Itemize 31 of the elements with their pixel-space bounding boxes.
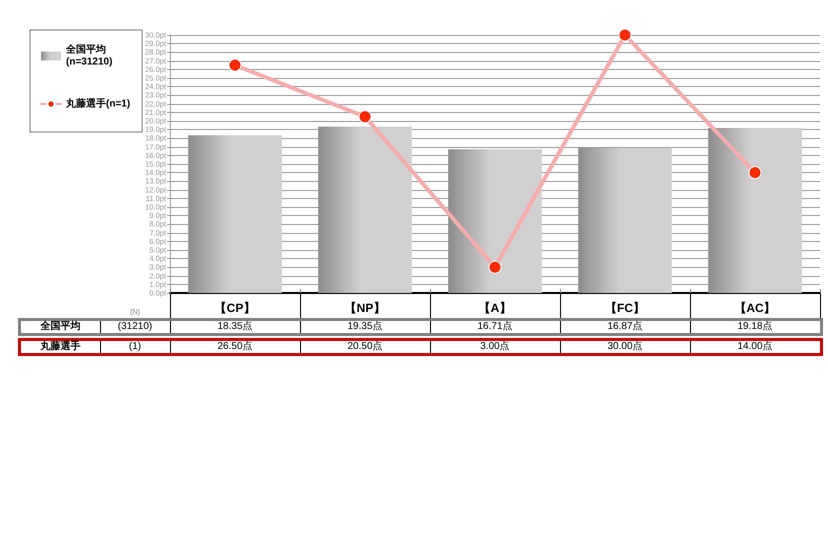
data-label: 26.50点 bbox=[216, 341, 254, 353]
point bbox=[488, 260, 502, 274]
x-tick-label: 【NP】 bbox=[344, 301, 386, 315]
data-label: 14.00点 bbox=[736, 341, 774, 353]
point bbox=[748, 166, 762, 180]
bar bbox=[578, 148, 672, 293]
text: 全国平均 bbox=[40, 321, 80, 332]
point bbox=[228, 58, 242, 72]
data-label: 18.35点 bbox=[216, 321, 254, 333]
x-tick-label: 【A】 bbox=[478, 301, 512, 315]
bar bbox=[318, 126, 412, 293]
data-label: 19.35点 bbox=[346, 321, 384, 333]
x-tick-label: 【CP】 bbox=[214, 301, 256, 315]
text: (1) bbox=[128, 341, 142, 352]
data-label: 16.87点 bbox=[606, 321, 644, 333]
data-label: 3.00点 bbox=[479, 341, 511, 353]
data-label: 16.71点 bbox=[476, 321, 514, 333]
bar bbox=[708, 128, 802, 293]
data-label: 19.18点 bbox=[736, 321, 774, 333]
text: (31210) bbox=[118, 321, 152, 332]
legend-label: 全国平均 (n=31210) bbox=[65, 44, 112, 68]
data-label: 30.00点 bbox=[606, 341, 644, 353]
data-label: 20.50点 bbox=[346, 341, 384, 353]
x-tick-label: 【FC】 bbox=[605, 301, 645, 315]
x-tick-label: 【AC】 bbox=[734, 301, 776, 315]
legend-label: 丸藤選手(n=1) bbox=[65, 98, 130, 110]
point bbox=[358, 110, 372, 124]
text: 丸藤選手 bbox=[40, 341, 80, 352]
point bbox=[618, 28, 632, 42]
bar bbox=[448, 149, 542, 293]
bar bbox=[188, 135, 282, 293]
